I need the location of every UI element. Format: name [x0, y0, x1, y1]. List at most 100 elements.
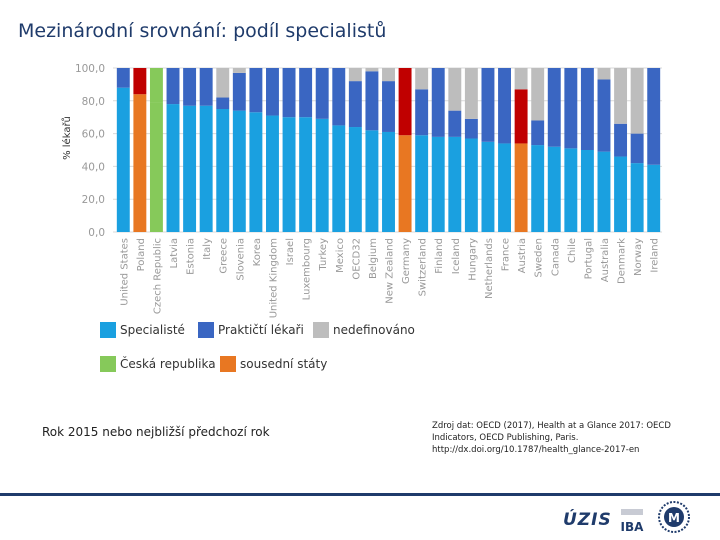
x-tick-label: Netherlands	[484, 238, 495, 299]
bar-segment-gp	[531, 120, 545, 146]
bar-segment-gp	[299, 68, 313, 118]
svg-text:M: M	[668, 511, 680, 525]
bar-segment-specialists	[415, 135, 429, 232]
x-tick-label: Czech Republic	[152, 238, 163, 314]
bar-segment-undefined	[216, 68, 230, 98]
bar-segment-specialists	[547, 146, 561, 232]
bar-segment-specialists	[315, 118, 329, 232]
bar-segment-specialists	[216, 109, 230, 232]
bar-segment-gp	[133, 68, 147, 95]
bar-segment-undefined	[597, 68, 611, 80]
x-tick-label: Hungary	[467, 238, 478, 281]
x-tick-label: Luxembourg	[302, 238, 313, 300]
bar-segment-gp	[266, 68, 279, 116]
stacked-bar-chart: 0,0 20,0 40,0 60,0 80,0 100,0 United States Pol…	[61, 63, 662, 318]
bar-segment-undefined	[448, 68, 462, 111]
x-tick-label: Iceland	[451, 238, 462, 274]
x-tick-label: United Kingdom	[268, 238, 279, 318]
bar-segment-gp	[481, 68, 495, 142]
bar-segment-gp	[514, 89, 528, 144]
legend-item-czech: Česká republika	[100, 356, 216, 372]
bar-segment-gp	[166, 68, 180, 105]
x-tick-label: Australia	[600, 238, 611, 282]
legend-swatch-specialists	[100, 322, 116, 338]
x-tick-label: Sweden	[534, 238, 545, 278]
y-tick-label: 20,0	[82, 194, 105, 206]
bar-segment-specialists	[348, 127, 362, 232]
bar-segment-undefined	[365, 68, 379, 72]
bar-segment-specialists	[365, 130, 379, 232]
bar-segment-gp	[597, 79, 611, 152]
bar-segment-specialists	[232, 110, 246, 232]
bar-segment-gp	[348, 81, 362, 128]
x-tick-label: Denmark	[617, 238, 628, 284]
bar-segment-gp	[498, 68, 511, 144]
legend-item-gp: Praktičtí lékaři	[198, 322, 304, 338]
bar-segment-specialists	[266, 115, 279, 232]
bar-segment-gp	[564, 68, 578, 149]
y-tick-label: 80,0	[82, 96, 105, 108]
y-axis-label: % lékařů	[61, 116, 73, 160]
bar-segment-specialists	[199, 105, 213, 232]
x-tick-label: Estonia	[186, 238, 197, 275]
legend-swatch-neighbors	[220, 356, 236, 372]
x-tick-label: Slovenia	[235, 238, 246, 281]
y-tick-label: 100,0	[75, 63, 105, 75]
labels-layer: 0,0 20,0 40,0 60,0 80,0 100,0 United States Pol…	[75, 63, 661, 318]
bar-segment-specialists	[282, 117, 296, 232]
bar-segment-gp	[116, 68, 130, 88]
x-tick-label: Canada	[550, 238, 561, 276]
bars-layer	[116, 68, 661, 233]
iba-logo: IBA	[621, 509, 645, 534]
legend-item-neighbors: sousední státy	[220, 356, 327, 372]
x-tick-label: Italy	[202, 238, 213, 260]
legend-label: nedefinováno	[333, 323, 415, 337]
x-tick-label: Switzerland	[418, 238, 429, 296]
legend-swatch-czech	[100, 356, 116, 372]
x-tick-label: Israel	[285, 238, 296, 265]
bar-segment-undefined	[415, 68, 429, 90]
x-tick-label: Mexico	[335, 238, 346, 273]
legend-item-specialists: Specialisté	[100, 322, 185, 338]
bar-segment-specialists	[614, 156, 628, 232]
bar-segment-specialists	[564, 148, 578, 232]
x-tick-label: OECD32	[351, 238, 362, 280]
y-tick-label: 40,0	[82, 161, 105, 173]
bar-segment-gp	[448, 110, 462, 137]
legend: Specialisté Praktičtí lékaři nedefinován…	[100, 322, 460, 378]
bar-segment-specialists	[431, 136, 445, 232]
bar-segment-gp	[547, 68, 561, 147]
bar-segment-specialists	[481, 141, 495, 232]
bar-segment-gp	[332, 68, 346, 126]
bar-segment-specialists	[647, 164, 661, 232]
bar-segment-specialists	[133, 94, 147, 233]
y-tick-label: 0,0	[88, 227, 105, 239]
svg-text:IBA: IBA	[621, 520, 645, 534]
bar-segment-specialists	[398, 135, 412, 232]
bar-segment-gp	[315, 68, 329, 119]
x-tick-label: Latvia	[169, 238, 180, 268]
bar-segment-gp	[382, 81, 395, 132]
x-tick-label: Greece	[219, 238, 230, 274]
bar-segment-specialists	[597, 151, 611, 232]
uzis-logo: ÚZIS	[563, 510, 612, 530]
bar-segment-undefined	[531, 68, 545, 121]
bar-segment-gp	[249, 68, 263, 113]
bar-segment-specialists	[382, 131, 395, 232]
bar-segment-specialists	[249, 112, 263, 232]
x-tick-label: Poland	[136, 238, 147, 271]
bar-segment-gp	[232, 72, 246, 111]
bar-segment-gp	[282, 68, 296, 118]
source-note: Zdroj dat: OECD (2017), Health at a Glan…	[432, 421, 671, 455]
legend-label: Česká republika	[120, 357, 216, 371]
bar-segment-specialists	[332, 125, 346, 232]
x-tick-label: Norway	[633, 238, 644, 276]
bar-segment-specialists	[464, 138, 478, 232]
year-note: Rok 2015 nebo nejbližší předchozí rok	[42, 425, 270, 439]
bar-segment-undefined	[464, 68, 478, 119]
bar-segment-specialists	[514, 143, 528, 232]
legend-item-undefined: nedefinováno	[313, 322, 415, 338]
x-tick-label: Korea	[252, 238, 263, 266]
x-tick-label: Chile	[567, 238, 578, 263]
bar-segment-specialists	[448, 136, 462, 232]
